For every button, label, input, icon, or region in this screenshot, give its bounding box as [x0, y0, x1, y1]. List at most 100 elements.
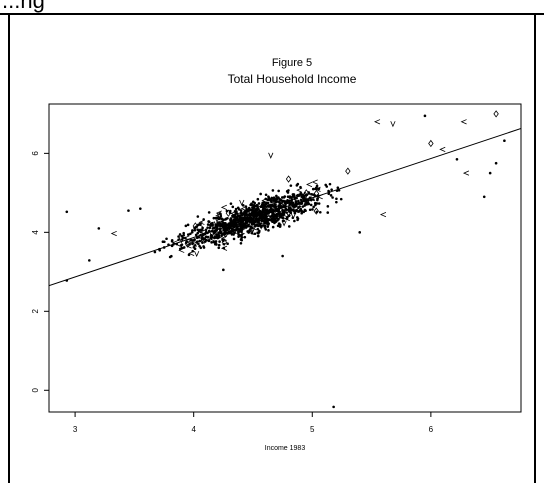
x-tick-label: 4 — [191, 425, 196, 434]
data-point-dot — [358, 231, 362, 234]
data-point-dot — [217, 243, 221, 247]
data-point-lt — [220, 204, 227, 210]
data-point-lt — [247, 217, 254, 223]
data-point-dot — [274, 208, 277, 212]
data-point-dot — [307, 199, 310, 202]
data-point-dot — [268, 197, 271, 201]
data-point-dot — [331, 196, 334, 199]
data-point-lt — [379, 211, 387, 218]
data-point-dot — [212, 216, 216, 220]
data-point-dot — [296, 216, 299, 219]
data-point-dot — [312, 205, 315, 209]
data-point-dot — [244, 222, 247, 226]
data-point-lt — [220, 245, 228, 251]
data-point-lt — [283, 216, 291, 222]
data-point-dot — [317, 202, 321, 205]
data-point-dot — [196, 215, 200, 218]
data-point-dot — [297, 199, 300, 203]
data-point-lt — [215, 233, 222, 239]
data-point-dot — [184, 224, 188, 228]
data-point-dot — [234, 207, 238, 211]
data-point-dot — [206, 223, 210, 226]
plot-area-border — [48, 103, 522, 413]
data-point-dot — [266, 225, 270, 228]
data-point-dot — [304, 194, 307, 197]
data-point-lt — [374, 119, 381, 125]
data-point-dot — [215, 227, 219, 230]
data-point-dot — [270, 196, 274, 200]
data-point-dot — [259, 192, 262, 196]
data-point-dot — [257, 202, 261, 205]
data-point-dot — [251, 210, 254, 214]
data-point-dot — [330, 188, 333, 191]
y-tick-label: 6 — [31, 151, 40, 156]
data-point-dot — [299, 185, 302, 189]
data-point-dot — [251, 226, 254, 230]
data-point-dot — [271, 218, 274, 222]
data-point-dot — [282, 219, 286, 223]
data-point-dot — [207, 239, 211, 243]
data-point-lt — [309, 196, 316, 202]
data-point-dot — [291, 195, 294, 198]
chart-subtitle: Total Household Income — [227, 72, 357, 86]
data-point-dot — [271, 212, 275, 216]
data-point-dot — [239, 211, 243, 215]
data-point-lt — [296, 187, 303, 193]
data-point-dot — [224, 225, 227, 229]
x-tick-label: 5 — [310, 425, 315, 434]
data-point-dot — [196, 231, 199, 235]
data-point-dot — [199, 233, 202, 237]
data-point-dot — [206, 235, 210, 239]
data-point-v — [194, 250, 200, 258]
data-point-dot — [267, 229, 270, 232]
data-point-diamond — [493, 110, 499, 118]
data-point-dot — [245, 213, 248, 216]
data-point-dot — [287, 189, 290, 192]
data-point-dot — [218, 227, 221, 231]
data-point-dot — [314, 203, 317, 207]
data-point-dot — [252, 222, 256, 226]
data-point-dot — [298, 205, 301, 208]
data-point-lt — [302, 197, 309, 204]
data-point-lt — [197, 229, 204, 235]
data-point-dot — [315, 184, 319, 188]
data-point-dot — [193, 238, 196, 241]
data-point-lt — [190, 241, 197, 247]
data-point-dot — [256, 231, 260, 235]
data-point-dot — [295, 184, 299, 187]
data-point-dot — [243, 235, 247, 239]
data-point-dot — [223, 231, 227, 235]
data-point-dot — [305, 203, 308, 206]
y-tick-label: 2 — [31, 309, 40, 314]
data-point-dot — [327, 192, 331, 196]
data-point-dot — [196, 228, 199, 231]
data-point-dot — [172, 243, 175, 246]
data-point-v — [278, 199, 284, 206]
data-point-dot — [271, 189, 275, 192]
data-point-dot — [313, 194, 317, 198]
data-point-lt — [228, 221, 235, 227]
data-point-dot — [213, 229, 217, 232]
data-point-dot — [65, 210, 69, 214]
data-point-dot — [231, 205, 235, 209]
data-point-dot — [217, 246, 221, 250]
data-point-dot — [177, 235, 180, 238]
data-point-dot — [503, 139, 506, 143]
data-point-dot — [253, 214, 257, 217]
data-point-dot — [291, 201, 295, 205]
data-point-dot — [332, 405, 335, 409]
data-point-dot — [202, 246, 206, 249]
data-point-dot — [194, 225, 198, 229]
data-point-dot — [337, 188, 341, 192]
data-point-dot — [253, 201, 257, 205]
data-point-dot — [299, 192, 302, 195]
data-point-dot — [198, 244, 201, 248]
data-point-dot — [186, 223, 190, 227]
data-point-dot — [236, 206, 240, 210]
data-point-dot — [296, 202, 300, 205]
frame-right-border — [534, 13, 536, 483]
data-point-dot — [182, 246, 186, 249]
data-point-dot — [275, 214, 278, 218]
data-points — [65, 110, 506, 409]
data-point-dot — [247, 209, 250, 212]
